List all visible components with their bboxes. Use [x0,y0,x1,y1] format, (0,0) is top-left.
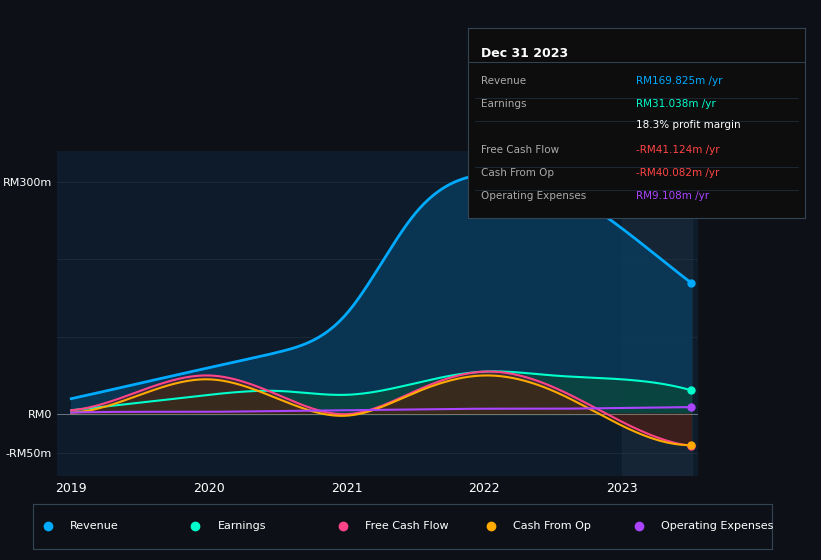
Text: 18.3% profit margin: 18.3% profit margin [636,120,741,130]
Text: Earnings: Earnings [481,99,527,109]
Text: Dec 31 2023: Dec 31 2023 [481,47,569,60]
Text: Earnings: Earnings [218,521,266,531]
Text: Free Cash Flow: Free Cash Flow [365,521,449,531]
Text: -RM41.124m /yr: -RM41.124m /yr [636,145,720,155]
Text: Cash From Op: Cash From Op [481,167,554,178]
Text: RM9.108m /yr: RM9.108m /yr [636,190,709,200]
Bar [622,151,692,476]
Text: Operating Expenses: Operating Expenses [481,190,587,200]
Text: Free Cash Flow: Free Cash Flow [481,145,560,155]
Text: Operating Expenses: Operating Expenses [661,521,773,531]
Text: Revenue: Revenue [70,521,118,531]
Text: RM169.825m /yr: RM169.825m /yr [636,76,722,86]
Text: RM31.038m /yr: RM31.038m /yr [636,99,716,109]
Text: -RM40.082m /yr: -RM40.082m /yr [636,167,720,178]
Text: Cash From Op: Cash From Op [513,521,591,531]
Text: Revenue: Revenue [481,76,526,86]
